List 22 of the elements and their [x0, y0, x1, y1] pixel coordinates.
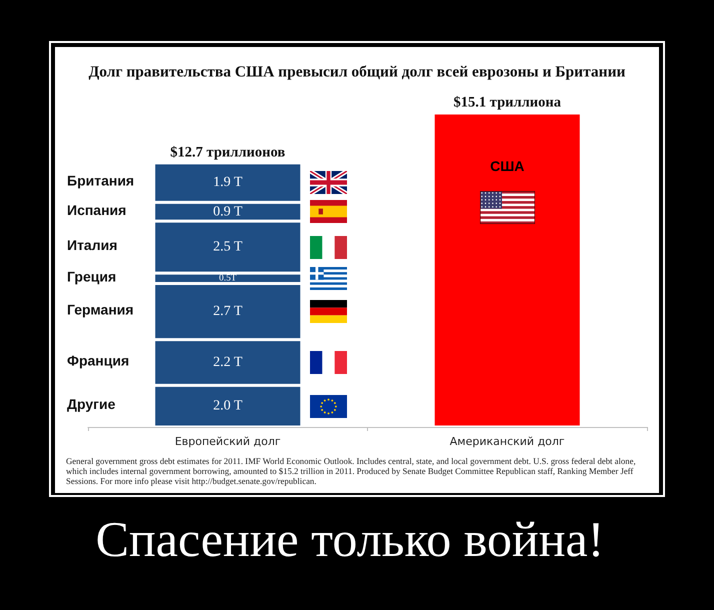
text: Греция — [67, 268, 116, 284]
text: Испания — [67, 202, 126, 218]
data-label: 2.7 T — [213, 304, 243, 320]
data-label: 0.5T — [219, 273, 237, 284]
data-label: 2.5 T — [213, 240, 243, 255]
text: General government gross debt estimates for 2011. IMF World Economic Outlook. Includes central, state, and local government debt. U.S. gross federal debt alone, which includes internal government borrowing, amounted to $15.2 trillion in 2011. Produced by Senate Budget Committee Republican staff, Ranking Member Jeff Sessions. For more info please visit http://budget.senate.gov/republican. — [66, 456, 637, 486]
text: Другие — [67, 396, 116, 412]
x-tick-label: Европейский долг — [174, 435, 281, 448]
series-label: Британия — [67, 172, 134, 189]
data-label: 0.9 T — [213, 204, 243, 220]
x-tick-label: Американский долг — [450, 435, 565, 448]
data-label: 2.2 T — [213, 355, 243, 370]
series-label: Германия — [67, 302, 134, 318]
data-label: 1.9 T — [213, 175, 243, 190]
chart-title: Долг правительства США превысил общий долг всей еврозоны и Британии — [88, 64, 626, 80]
data-label: 2.0 T — [213, 398, 243, 414]
text: Спасение только война! — [94, 510, 606, 569]
series-label: Франция — [67, 352, 130, 369]
series-label: США — [490, 158, 524, 174]
total-label: $15.1 триллиона — [454, 94, 562, 110]
total-label: $12.7 триллионов — [170, 144, 286, 160]
text: Италия — [67, 237, 118, 254]
